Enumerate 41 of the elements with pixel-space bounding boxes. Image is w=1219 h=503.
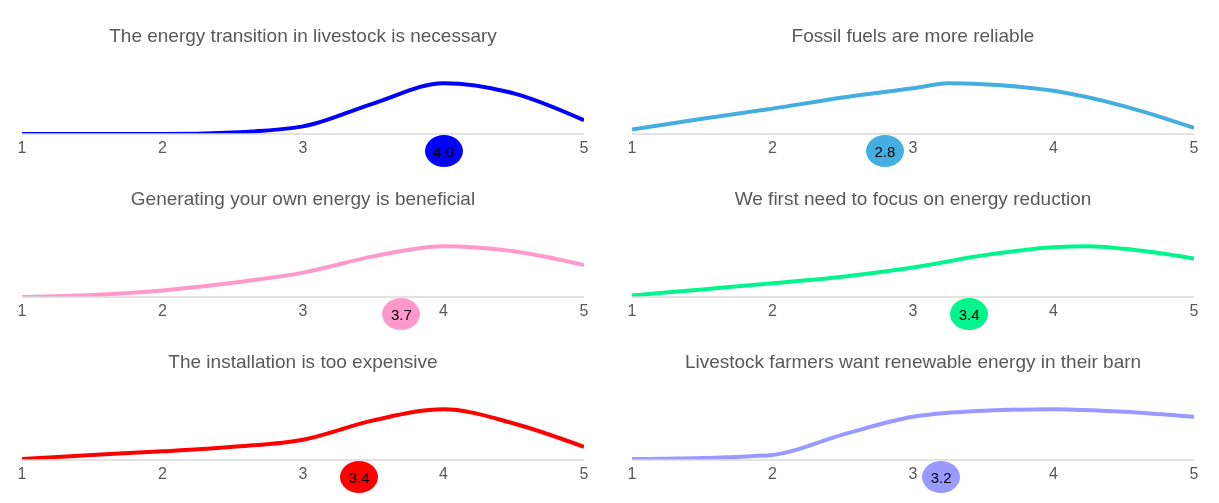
x-tick-label: 2 [158, 139, 168, 157]
annotation: 4.0 [433, 142, 454, 160]
x-tick-label: 5 [579, 302, 589, 320]
annotation: 2.8 [874, 142, 896, 160]
x-tick-label: 5 [579, 465, 589, 483]
x-tick-label: 4 [439, 302, 449, 320]
chart-title: Generating your own energy is beneficial [130, 188, 476, 210]
annotation: 3.4 [958, 305, 980, 323]
chart-title: Livestock farmers want renewable energy in their barn [684, 351, 1142, 373]
x-tick-label: 4 [439, 465, 449, 483]
x-tick-label: 2 [768, 139, 778, 157]
x-tick-label: 1 [627, 302, 637, 320]
x-tick-label: 3 [908, 465, 918, 483]
x-tick-label: 3 [908, 139, 918, 157]
x-tick-label: 2 [768, 465, 778, 483]
x-tick-label: 1 [627, 139, 637, 157]
x-tick-label: 3 [908, 302, 918, 320]
x-tick-label: 3 [298, 465, 308, 483]
chart-title: The installation is too expensive [168, 351, 438, 373]
annotation: 3.4 [348, 468, 370, 486]
x-tick-label: 2 [158, 302, 168, 320]
x-tick-label: 4 [1049, 302, 1059, 320]
x-tick-label: 4 [1049, 139, 1059, 157]
x-tick-label: 5 [1189, 302, 1199, 320]
x-tick-label: 3 [298, 139, 308, 157]
chart-title: The energy transition in livestock is necessary [109, 25, 497, 47]
x-tick-label: 1 [17, 139, 27, 157]
x-tick-label: 5 [579, 139, 589, 157]
x-tick-label: 3 [298, 302, 308, 320]
annotation: 3.7 [390, 305, 412, 323]
annotation: 3.2 [930, 468, 952, 486]
x-tick-label: 5 [1189, 465, 1199, 483]
x-tick-label: 4 [1049, 465, 1059, 483]
x-tick-label: 2 [768, 302, 778, 320]
x-tick-label: 5 [1189, 139, 1199, 157]
x-tick-label: 2 [158, 465, 168, 483]
x-tick-label: 1 [17, 465, 27, 483]
chart-title: Fossil fuels are more reliable [791, 25, 1035, 47]
x-tick-label: 1 [627, 465, 637, 483]
x-tick-label: 1 [17, 302, 27, 320]
chart-title: We first need to focus on energy reduction [734, 188, 1092, 210]
